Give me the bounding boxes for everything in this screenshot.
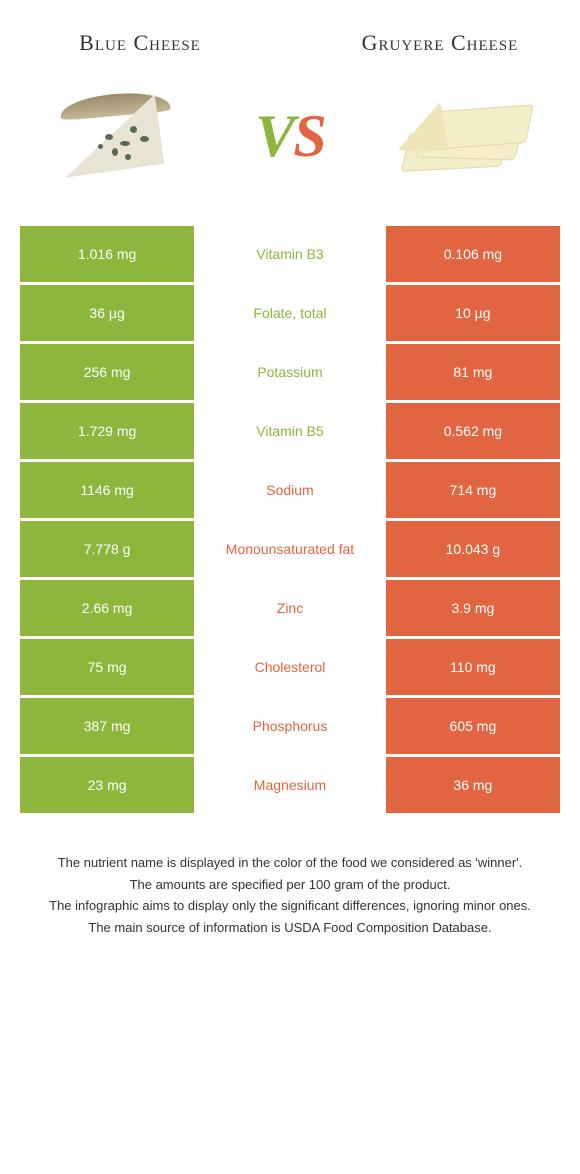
vs-s-letter: S (293, 103, 324, 169)
nutrient-label-cell: Vitamin B3 (194, 226, 386, 282)
nutrient-row: 75 mgCholesterol110 mg (20, 639, 560, 695)
left-value-cell: 1146 mg (20, 462, 194, 518)
left-value-cell: 1.729 mg (20, 403, 194, 459)
nutrient-label-cell: Cholesterol (194, 639, 386, 695)
right-food-image (390, 76, 540, 196)
nutrient-row: 1.016 mgVitamin B30.106 mg (20, 226, 560, 282)
vs-v-letter: V (255, 103, 293, 169)
right-value-cell: 110 mg (386, 639, 560, 695)
nutrient-label-cell: Phosphorus (194, 698, 386, 754)
right-value-cell: 3.9 mg (386, 580, 560, 636)
nutrient-label-cell: Zinc (194, 580, 386, 636)
right-value-cell: 10 µg (386, 285, 560, 341)
left-value-cell: 1.016 mg (20, 226, 194, 282)
left-food-title: Blue Cheese (40, 30, 240, 56)
vs-label: VS (255, 102, 324, 171)
header-titles: Blue Cheese Gruyere Cheese (0, 0, 580, 66)
footer-line-1: The nutrient name is displayed in the co… (30, 853, 550, 873)
nutrient-row: 36 µgFolate, total10 µg (20, 285, 560, 341)
nutrient-row: 387 mgPhosphorus605 mg (20, 698, 560, 754)
gruyere-cheese-icon (390, 86, 540, 186)
left-value-cell: 2.66 mg (20, 580, 194, 636)
right-value-cell: 81 mg (386, 344, 560, 400)
nutrient-label-cell: Magnesium (194, 757, 386, 813)
right-food-title: Gruyere Cheese (340, 30, 540, 56)
right-value-cell: 36 mg (386, 757, 560, 813)
nutrient-row: 1.729 mgVitamin B50.562 mg (20, 403, 560, 459)
footer-notes: The nutrient name is displayed in the co… (0, 813, 580, 959)
right-value-cell: 0.562 mg (386, 403, 560, 459)
nutrient-row: 23 mgMagnesium36 mg (20, 757, 560, 813)
nutrient-label-cell: Sodium (194, 462, 386, 518)
left-value-cell: 36 µg (20, 285, 194, 341)
nutrient-row: 2.66 mgZinc3.9 mg (20, 580, 560, 636)
footer-line-4: The main source of information is USDA F… (30, 918, 550, 938)
blue-cheese-icon (50, 86, 180, 186)
nutrient-row: 1146 mgSodium714 mg (20, 462, 560, 518)
left-value-cell: 256 mg (20, 344, 194, 400)
nutrient-label-cell: Folate, total (194, 285, 386, 341)
footer-line-2: The amounts are specified per 100 gram o… (30, 875, 550, 895)
left-value-cell: 23 mg (20, 757, 194, 813)
right-value-cell: 605 mg (386, 698, 560, 754)
footer-line-3: The infographic aims to display only the… (30, 896, 550, 916)
left-value-cell: 7.778 g (20, 521, 194, 577)
nutrient-row: 7.778 gMonounsaturated fat10.043 g (20, 521, 560, 577)
nutrient-label-cell: Potassium (194, 344, 386, 400)
nutrient-table: 1.016 mgVitamin B30.106 mg36 µgFolate, t… (20, 226, 560, 813)
nutrient-row: 256 mgPotassium81 mg (20, 344, 560, 400)
left-food-image (40, 76, 190, 196)
left-value-cell: 387 mg (20, 698, 194, 754)
nutrient-label-cell: Vitamin B5 (194, 403, 386, 459)
right-value-cell: 0.106 mg (386, 226, 560, 282)
nutrient-label-cell: Monounsaturated fat (194, 521, 386, 577)
right-value-cell: 714 mg (386, 462, 560, 518)
left-value-cell: 75 mg (20, 639, 194, 695)
right-value-cell: 10.043 g (386, 521, 560, 577)
images-row: VS (0, 66, 580, 226)
